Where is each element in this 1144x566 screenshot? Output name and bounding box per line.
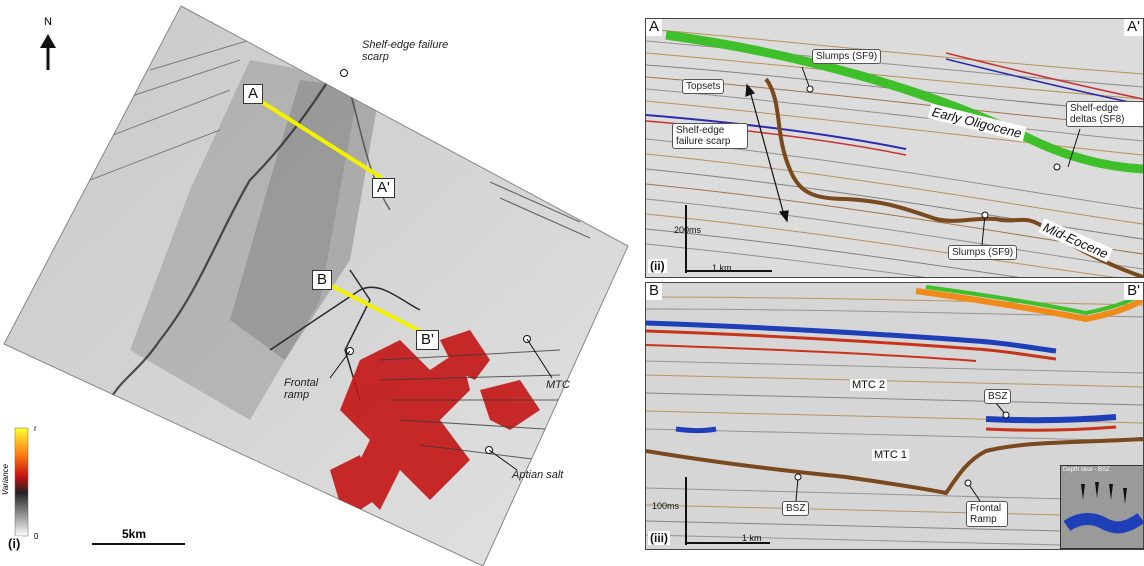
callout-frontal-ramp: Frontal ramp	[284, 377, 319, 401]
variance-colorbar	[14, 427, 29, 537]
box-shelf-edge-deltas: Shelf-edge deltas (SF8)	[1066, 101, 1143, 127]
box-bsz-bottom: BSZ	[782, 501, 810, 516]
box-shelf-edge-scarp: Shelf-edge failure scarp	[672, 123, 748, 149]
scale-label: 5km	[122, 527, 147, 541]
north-arrow-icon	[40, 34, 56, 70]
panel-ii-seismic: A A' Slumps (SF9) Topsets Shelf-edge fai…	[645, 18, 1144, 278]
box-slumps-top: Slumps (SF9)	[812, 49, 882, 64]
panel-iii-seismic: B B' MTC 2 MTC 1 BSZ BSZ Frontal Ramp 10…	[645, 282, 1144, 550]
label-mtc1: MTC 1	[872, 449, 909, 461]
box-frontal-ramp: Frontal Ramp	[966, 501, 1008, 527]
box-topsets: Topsets	[682, 79, 725, 94]
panel-iii-tag: (iii)	[648, 531, 670, 545]
profile-line-a	[260, 100, 384, 180]
scale-bars-ii	[685, 205, 772, 273]
callout-aptian-salt: Aptian salt	[512, 469, 564, 481]
horizontal-scale-ii: 1 km	[712, 263, 732, 273]
colorbar-title: Variance	[1, 463, 11, 496]
label-mtc2: MTC 2	[850, 379, 887, 391]
callout-shelf-edge-scarp: Shelf-edge failure scarp	[362, 39, 449, 63]
profile-b-label: B	[312, 270, 333, 290]
panel-i-tag: (i)	[6, 536, 23, 551]
panel-ii-tag: (ii)	[648, 259, 667, 273]
callout-markers	[329, 69, 553, 471]
box-slumps-bottom: Slumps (SF9)	[948, 245, 1018, 260]
panel-i: N 5km Variance r 0 (i) A A' B B' Shelf-e…	[1, 5, 629, 566]
scale-bars-iii	[685, 477, 770, 545]
profile-a-prime-label: A'	[372, 178, 395, 198]
colorbar-min: 0	[34, 532, 39, 541]
bsz-horizon	[646, 437, 1143, 496]
corner-b-prime: B'	[1124, 283, 1143, 300]
north-label: N	[44, 16, 52, 28]
topsets-arrow-icon	[745, 83, 789, 223]
vertical-scale-iii: 100ms	[652, 501, 680, 511]
callout-mtc: MTC	[546, 379, 570, 391]
profile-a-label: A	[243, 84, 264, 104]
inset-caption: Depth slice - BSZ	[1063, 467, 1110, 473]
vertical-scale-ii: 200ms	[674, 225, 702, 235]
profile-b-prime-label: B'	[416, 330, 439, 350]
corner-b: B	[646, 283, 663, 300]
box-bsz-top: BSZ	[984, 389, 1012, 404]
profile-line-b	[329, 283, 423, 334]
corner-a-prime: A'	[1124, 19, 1143, 36]
colorbar-max: r	[34, 424, 37, 433]
inset-depth-slice: Depth slice - BSZ	[1060, 465, 1143, 549]
horizontal-scale-iii: 1 km	[742, 533, 762, 543]
corner-a: A	[646, 19, 663, 36]
